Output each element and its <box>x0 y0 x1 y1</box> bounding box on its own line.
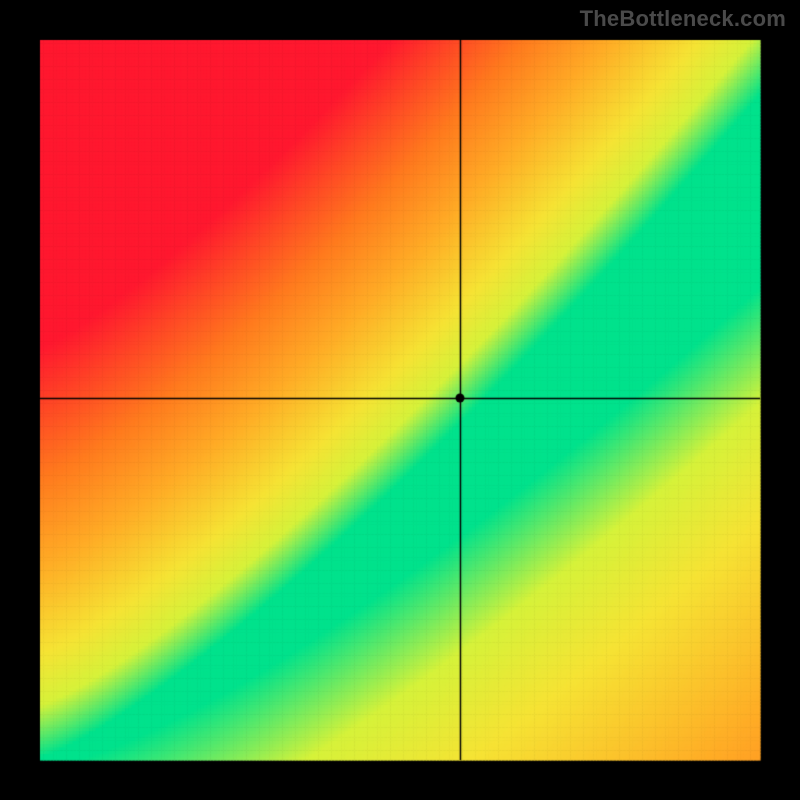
bottleneck-heatmap <box>0 0 800 800</box>
chart-container: TheBottleneck.com <box>0 0 800 800</box>
attribution-label: TheBottleneck.com <box>580 6 786 32</box>
